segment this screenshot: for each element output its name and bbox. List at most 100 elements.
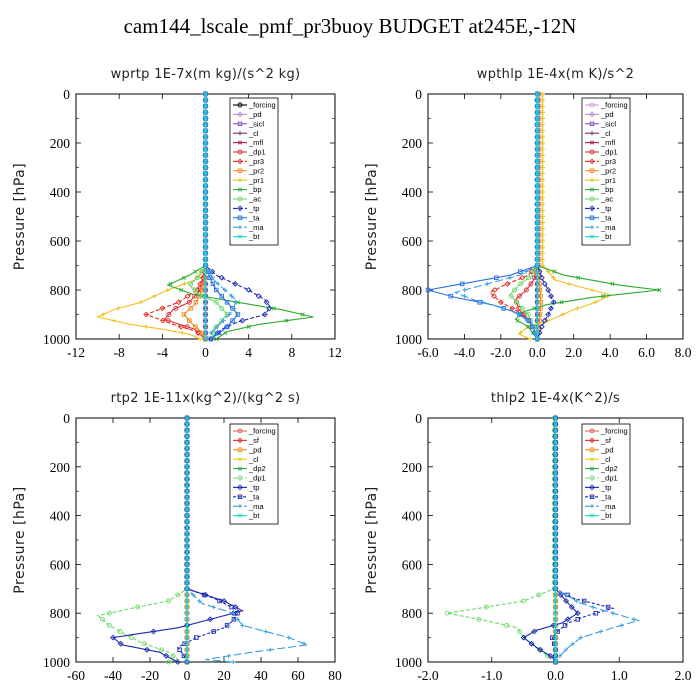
panel-title: wpthlp 1E-4x(m K)/s^2 [477,67,634,82]
x-tick-label: -60 [67,668,85,683]
data-point [227,312,232,317]
data-point [199,330,205,336]
legend-entry: _pr1 [248,176,264,185]
legend-entry: _ma [600,502,616,511]
data-point [203,275,208,280]
data-point [193,324,198,330]
data-point [203,214,208,219]
data-point [194,275,200,281]
data-point [540,159,545,164]
legend-entry: _ta [248,492,260,501]
y-tick-label: 400 [402,185,423,200]
y-tick-label: 800 [402,606,423,621]
data-point [535,202,540,207]
data-point [535,177,540,182]
data-point [138,300,143,305]
legend-entry: _ma [248,502,264,511]
x-tick-label: -2.0 [490,345,512,360]
x-tick-label: 6.0 [638,345,655,360]
data-point [557,653,563,659]
data-point [553,464,558,469]
data-point [540,128,545,133]
data-point [224,300,230,305]
data-point [175,299,182,306]
data-point [203,171,208,176]
legend-marker [237,158,243,165]
data-point [179,287,184,293]
data-point [235,610,240,616]
data-point [425,287,431,293]
data-point [203,245,208,250]
data-point [100,312,106,317]
data-point [540,220,545,225]
data-point [523,269,529,274]
data-point [188,281,194,287]
data-point [180,330,185,336]
data-point [203,202,208,207]
data-point [553,507,558,512]
data-point [553,598,558,604]
data-point [203,140,208,146]
data-point [553,434,558,439]
data-point [535,257,540,262]
data-point [150,628,157,635]
x-tick-label: 60 [291,668,305,683]
legend-marker [237,131,243,136]
data-point [574,598,579,604]
legend-entry: _dp2 [248,464,266,473]
legend-marker [589,215,595,221]
data-point [535,336,540,342]
data-point [210,275,215,280]
legend-entry: _bt [600,232,612,241]
data-point [203,153,208,158]
data-point [184,440,190,445]
data-point [187,318,192,323]
data-point [536,592,542,598]
legend-marker [237,121,243,127]
data-point [535,147,540,152]
data-point [578,635,584,640]
data-point [224,324,230,330]
legend-entry: _tp [600,204,611,213]
data-point [203,336,208,342]
data-point [159,647,165,653]
x-tick-label: 20 [217,668,231,683]
data-point [535,226,540,231]
data-point [177,647,182,653]
series-line [514,94,660,340]
data-point [184,519,190,524]
data-point [184,458,190,463]
data-point [535,251,540,256]
data-point [224,623,230,628]
data-point [494,275,499,281]
data-point [560,312,565,317]
data-point [545,311,552,318]
data-point [590,604,596,610]
x-tick-label: 0 [202,345,209,360]
data-point [184,568,190,573]
data-point [184,653,190,659]
y-tick-label: 0 [415,87,422,102]
data-point [553,611,558,616]
data-point [231,611,236,616]
data-point [535,269,540,274]
legend-marker [237,111,243,118]
data-point [520,634,527,641]
y-tick-label: 200 [50,460,71,475]
data-point [535,300,540,305]
data-point [476,616,482,622]
data-point [117,629,123,634]
legend-entry: _ta [600,492,612,501]
data-point [562,623,568,628]
data-point [504,622,510,628]
data-point [550,635,555,640]
legend-entry: _sicl [600,119,616,128]
data-point [528,281,534,287]
legend-marker [589,102,595,108]
data-point [553,495,558,500]
legend-entry: _pr2 [600,166,616,175]
data-point [553,635,558,640]
data-point [540,202,545,207]
data-point [563,592,569,598]
data-point [540,140,545,146]
